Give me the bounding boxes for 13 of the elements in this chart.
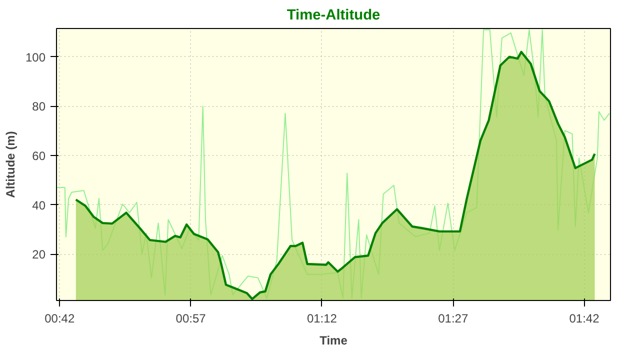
x-tick-label: 01:27: [438, 312, 468, 326]
y-tick-label: 60: [32, 149, 46, 163]
x-tick-label: 01:42: [569, 312, 600, 326]
x-axis-title: Time: [320, 334, 348, 348]
y-tick-label: 40: [32, 198, 46, 212]
y-tick-label: 20: [32, 248, 46, 262]
y-axis-title: Altitude (m): [3, 131, 18, 198]
x-tick-label: 01:12: [306, 312, 338, 326]
y-tick-label: 100: [25, 50, 46, 64]
y-tick-label: 80: [32, 100, 46, 114]
x-tick-label: 00:57: [176, 312, 206, 326]
x-tick-label: 00:42: [44, 312, 75, 326]
chart-title: Time-Altitude: [286, 8, 380, 24]
